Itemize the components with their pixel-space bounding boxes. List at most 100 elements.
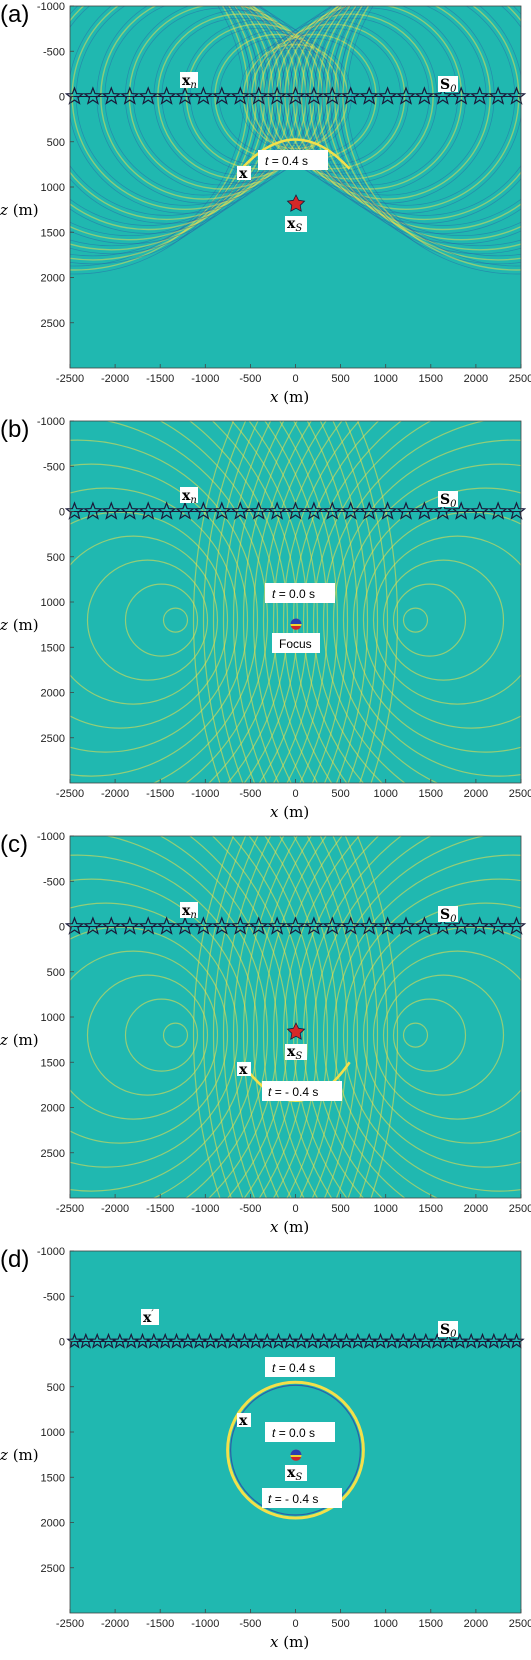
x-tick-label: -1500 bbox=[146, 1618, 174, 1630]
z-axis-label: z (m) bbox=[0, 201, 39, 219]
symbol-x: x bbox=[239, 166, 248, 182]
x-tick-label: 1500 bbox=[419, 788, 443, 800]
x-tick-label: 2500 bbox=[509, 788, 531, 800]
x-axis-label: x (m) bbox=[270, 1633, 309, 1651]
z-tick-label: 2500 bbox=[41, 733, 65, 745]
x-tick-label: -1500 bbox=[146, 788, 174, 800]
panel-label: (c) bbox=[0, 831, 28, 858]
z-tick-label: 1500 bbox=[41, 1472, 65, 1484]
z-tick-label: 0 bbox=[59, 1337, 65, 1349]
x-tick-label: 500 bbox=[331, 1203, 349, 1215]
figure-panel-d: (d) -2500 -2000 -1500 -1000 -500 0 500 1000 1500… bbox=[0, 1245, 531, 1660]
z-tick-label: -1000 bbox=[37, 416, 65, 428]
x-tick-label: 1000 bbox=[373, 788, 397, 800]
x-tick-label: 2000 bbox=[464, 373, 488, 385]
z-tick-label: -1000 bbox=[37, 831, 65, 843]
z-tick-label: 500 bbox=[47, 552, 65, 564]
panel-d-svg: (d) -2500 -2000 -1500 -1000 -500 0 500 1000 1500… bbox=[0, 1245, 531, 1660]
time-label: t = - 0.4 s bbox=[268, 1492, 318, 1506]
z-tick-label: -500 bbox=[43, 876, 65, 888]
z-tick-label: 2000 bbox=[41, 1103, 65, 1115]
x-axis-label: x (m) bbox=[270, 803, 309, 821]
z-tick-label: -500 bbox=[43, 461, 65, 473]
focus-marker-icon bbox=[291, 1450, 302, 1461]
x-tick-label: -500 bbox=[239, 1203, 261, 1215]
x-tick-label: -2000 bbox=[101, 1618, 129, 1630]
panel-label: (d) bbox=[0, 1246, 29, 1273]
symbol-x: x bbox=[239, 1062, 248, 1078]
x-tick-label: -2500 bbox=[56, 373, 84, 385]
x-tick-label: 0 bbox=[292, 788, 298, 800]
x-tick-label: -2500 bbox=[56, 788, 84, 800]
time-label: t = 0.4 s bbox=[272, 1361, 315, 1375]
x-tick-label: 0 bbox=[292, 1618, 298, 1630]
x-axis-label: x (m) bbox=[270, 388, 309, 406]
x-tick-label: -1500 bbox=[146, 1203, 174, 1215]
x-tick-label: -1500 bbox=[146, 373, 174, 385]
z-tick-label: 500 bbox=[47, 967, 65, 979]
panel-label: (b) bbox=[0, 416, 29, 443]
z-axis-label: z (m) bbox=[0, 1446, 39, 1464]
time-label: t = - 0.4 s bbox=[268, 1085, 318, 1099]
x-tick-label: 0 bbox=[292, 1203, 298, 1215]
z-tick-label: 1000 bbox=[41, 1012, 65, 1024]
x-tick-label: 2000 bbox=[464, 1203, 488, 1215]
z-tick-label: 1500 bbox=[41, 642, 65, 654]
x-axis-label: x (m) bbox=[270, 1218, 309, 1236]
z-tick-label: -500 bbox=[43, 46, 65, 58]
x-tick-label: 2500 bbox=[509, 373, 531, 385]
focus-marker-icon bbox=[291, 619, 302, 630]
z-tick-label: 2500 bbox=[41, 1148, 65, 1160]
x-tick-label: -2000 bbox=[101, 1203, 129, 1215]
z-tick-label: 500 bbox=[47, 1382, 65, 1394]
x-tick-label: 2500 bbox=[509, 1618, 531, 1630]
z-axis-label: z (m) bbox=[0, 616, 39, 634]
x-tick-label: 500 bbox=[331, 1618, 349, 1630]
x-tick-label: -2500 bbox=[56, 1618, 84, 1630]
z-tick-label: -1000 bbox=[37, 1246, 65, 1258]
z-tick-label: 2500 bbox=[41, 1563, 65, 1575]
wavefield-plot bbox=[0, 415, 531, 830]
x-tick-label: 1500 bbox=[419, 373, 443, 385]
x-tick-label: 1000 bbox=[373, 1618, 397, 1630]
z-tick-label: 1500 bbox=[41, 227, 65, 239]
x-tick-label: 2500 bbox=[509, 1203, 531, 1215]
z-tick-label: 2000 bbox=[41, 1518, 65, 1530]
z-tick-label: -1000 bbox=[37, 1, 65, 13]
z-tick-label: 2000 bbox=[41, 273, 65, 285]
x-tick-label: -1000 bbox=[191, 788, 219, 800]
panel-label: (a) bbox=[0, 1, 29, 28]
x-tick-label: 1500 bbox=[419, 1618, 443, 1630]
z-tick-label: 1000 bbox=[41, 1427, 65, 1439]
z-tick-label: 0 bbox=[59, 92, 65, 104]
wavefield-plot bbox=[0, 0, 531, 368]
z-tick-label: 0 bbox=[59, 922, 65, 934]
x-tick-label: 500 bbox=[331, 373, 349, 385]
x-tick-label: 2000 bbox=[464, 1618, 488, 1630]
focus-label: Focus bbox=[279, 637, 312, 651]
x-tick-label: 500 bbox=[331, 788, 349, 800]
x-tick-label: -500 bbox=[239, 1618, 261, 1630]
x-tick-label: -1000 bbox=[191, 1618, 219, 1630]
symbol-x: x bbox=[239, 1413, 248, 1429]
x-tick-label: -500 bbox=[239, 788, 261, 800]
z-tick-label: 1000 bbox=[41, 182, 65, 194]
x-tick-label: 0 bbox=[292, 373, 298, 385]
x-tick-label: 1000 bbox=[373, 1203, 397, 1215]
x-tick-label: -1000 bbox=[191, 373, 219, 385]
z-tick-label: 2500 bbox=[41, 318, 65, 330]
time-label: t = 0.0 s bbox=[272, 1426, 315, 1440]
wavefield-plot bbox=[0, 830, 531, 1245]
x-tick-label: -500 bbox=[239, 373, 261, 385]
x-tick-label: 1500 bbox=[419, 1203, 443, 1215]
x-tick-label: 2000 bbox=[464, 788, 488, 800]
time-label: t = 0.4 s bbox=[265, 154, 308, 168]
z-tick-label: 0 bbox=[59, 507, 65, 519]
x-tick-label: 1000 bbox=[373, 373, 397, 385]
x-tick-label: -1000 bbox=[191, 1203, 219, 1215]
